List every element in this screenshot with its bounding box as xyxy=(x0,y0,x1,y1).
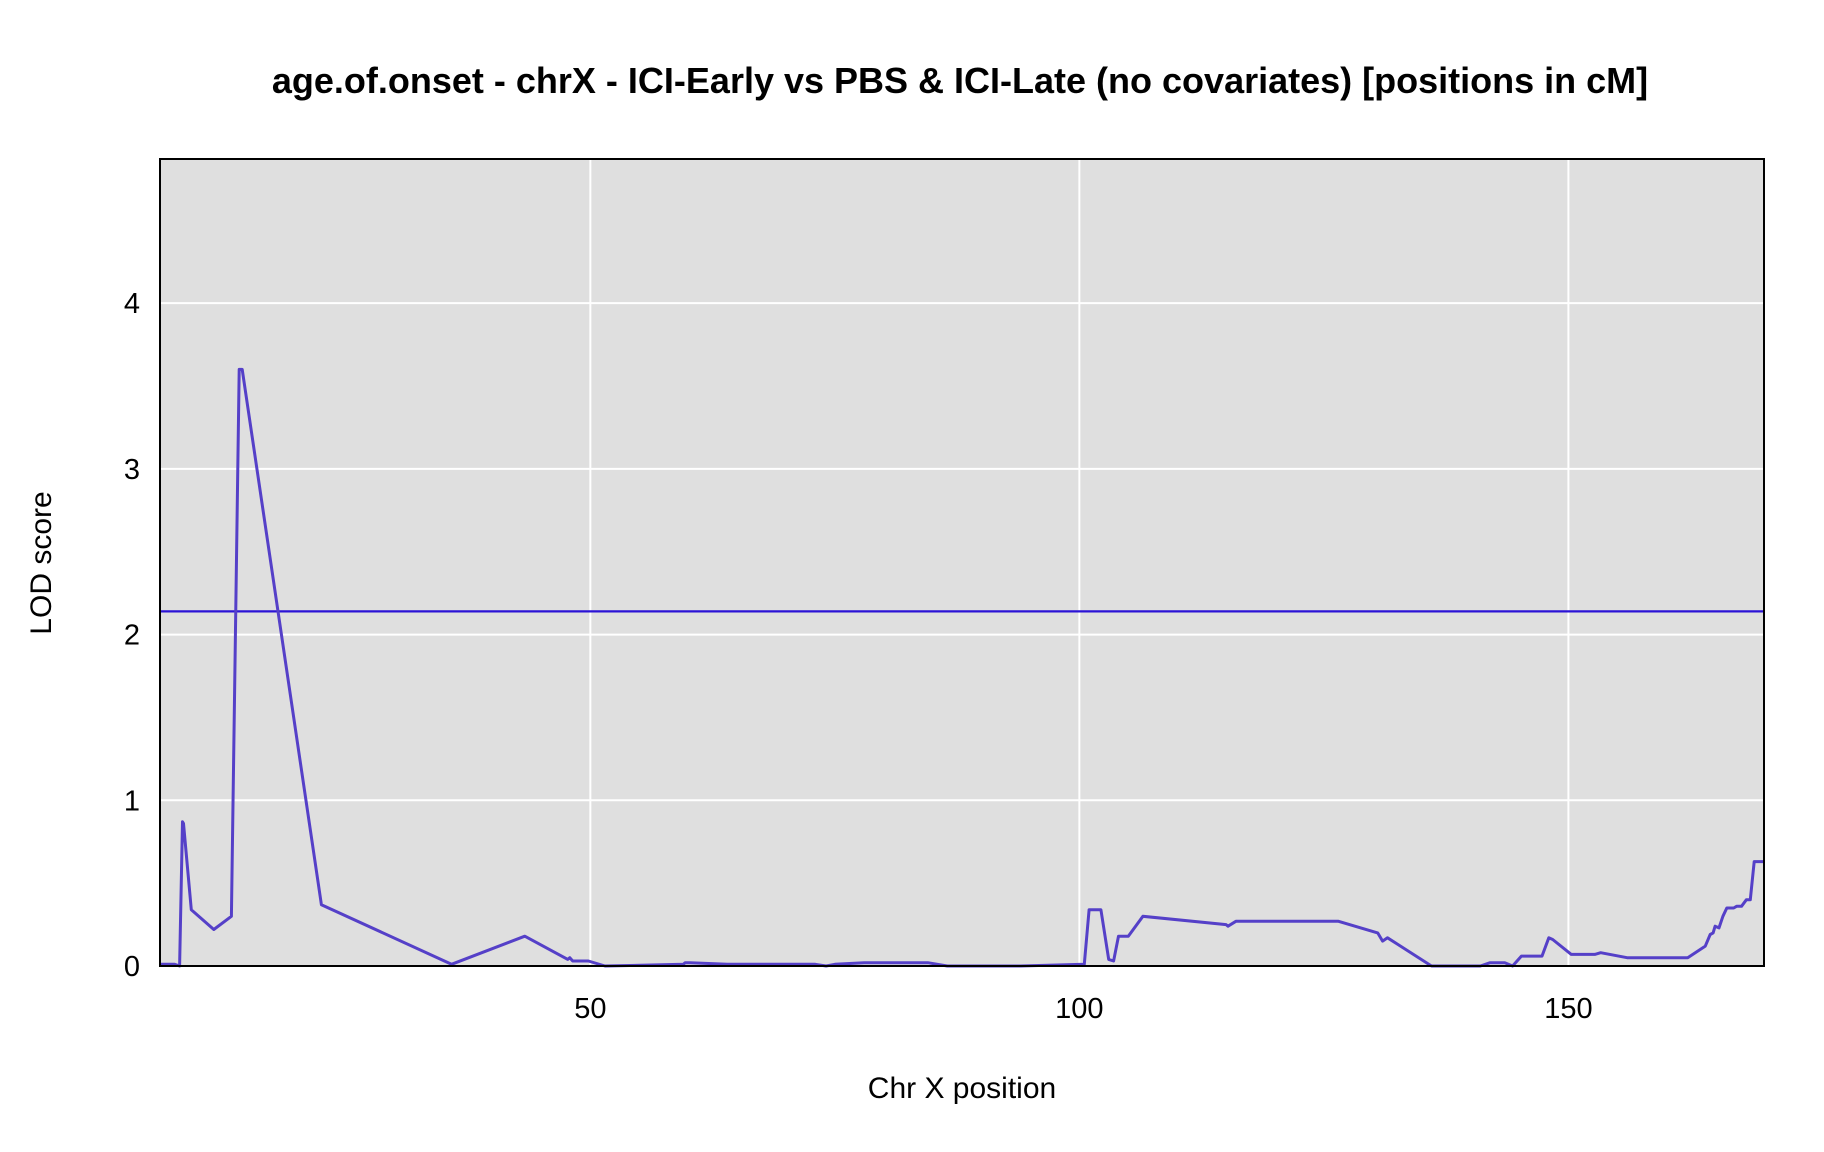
plot-background xyxy=(160,159,1764,966)
x-tick-label: 100 xyxy=(1055,993,1103,1025)
x-tick-label: 150 xyxy=(1544,993,1592,1025)
chart-title: age.of.onset - chrX - ICI-Early vs PBS &… xyxy=(272,60,1648,101)
plot-frame xyxy=(159,158,1765,967)
y-tick-label: 2 xyxy=(124,620,140,652)
y-tick-label: 1 xyxy=(124,785,140,817)
y-tick-label: 4 xyxy=(124,288,140,320)
x-axis-label: Chr X position xyxy=(868,1072,1056,1105)
y-axis-label: LOD score xyxy=(25,491,58,634)
x-tick-label: 50 xyxy=(574,993,606,1025)
y-tick-label: 3 xyxy=(124,454,140,486)
y-tick-label: 0 xyxy=(124,951,140,983)
tick-labels: 50 100 150 0 1 2 3 4 xyxy=(124,288,1593,1025)
lod-series-line xyxy=(160,367,1764,968)
